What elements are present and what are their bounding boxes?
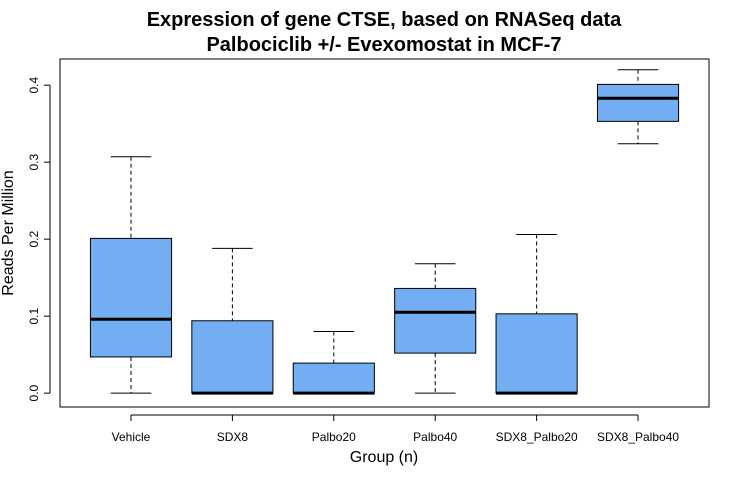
y-tick-label: 0.2 <box>27 230 41 247</box>
iqr-box <box>89 237 173 358</box>
chart-title: Expression of gene CTSE, based on RNASeq… <box>147 9 622 31</box>
y-tick-label: 0.1 <box>27 307 41 324</box>
chart-subtitle: Palbociclib +/- Evexomostat in MCF-7 <box>206 34 561 56</box>
y-tick-label: 0.3 <box>27 154 41 171</box>
box-group-sdx8 <box>191 247 274 395</box>
x-axis: Vehicle SDX8 Palbo20 Palbo40 SDX8_Palbo20 SDX… <box>112 414 679 444</box>
iqr-box <box>596 83 680 122</box>
box-group-palbo40 <box>394 263 477 394</box>
box-group-sdx8-palbo20 <box>495 234 578 395</box>
x-tick-label: Palbo20 <box>312 430 356 444</box>
x-axis-label: Group (n) <box>350 449 418 466</box>
y-axis-label: Reads Per Million <box>0 170 17 295</box>
x-tick-label: Palbo40 <box>413 430 457 444</box>
iqr-box <box>292 362 375 394</box>
x-tick-label: SDX8_Palbo40 <box>597 430 679 444</box>
iqr-box <box>191 320 274 394</box>
box-group-vehicle <box>89 156 173 394</box>
x-tick-label: SDX8 <box>217 430 249 444</box>
y-axis: 0.0 0.1 0.2 0.3 0.4 <box>27 77 51 401</box>
x-tick-label: SDX8_Palbo20 <box>496 430 578 444</box>
boxes-layer <box>89 69 680 395</box>
iqr-box <box>495 313 578 394</box>
plot-frame <box>59 58 710 408</box>
y-tick-label: 0.4 <box>27 77 41 94</box>
box-group-sdx8-palbo40 <box>596 69 680 145</box>
box-group-palbo20 <box>292 331 375 395</box>
y-tick-label: 0.0 <box>27 384 41 401</box>
x-tick-label: Vehicle <box>112 430 151 444</box>
iqr-box <box>394 287 477 354</box>
